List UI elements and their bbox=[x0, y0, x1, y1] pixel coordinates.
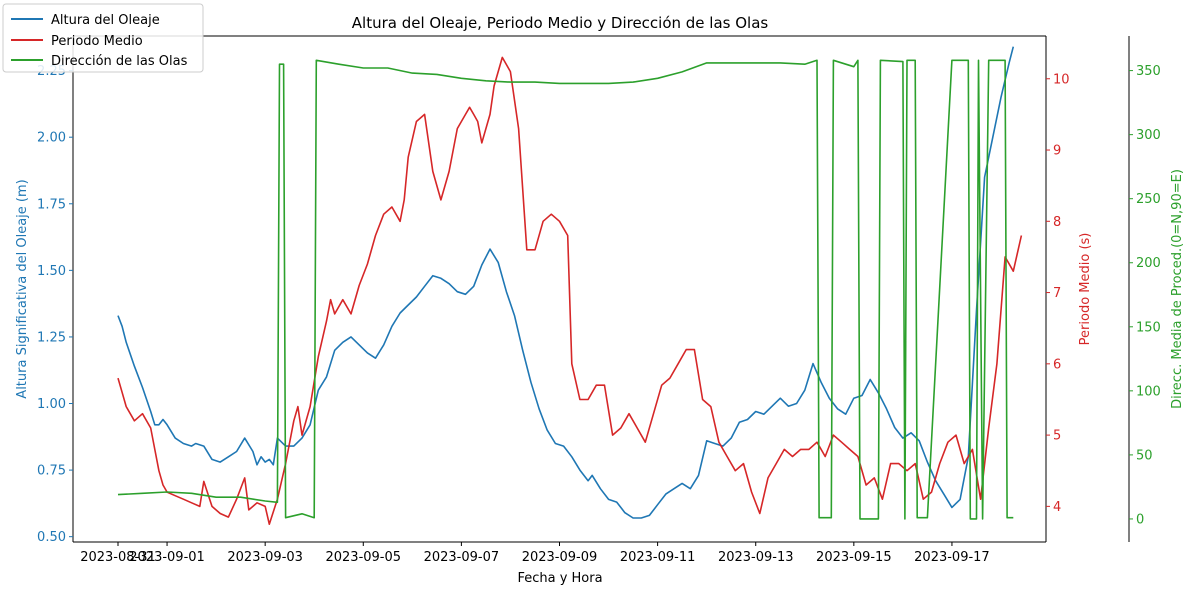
y-tick-label: 1.00 bbox=[37, 397, 66, 412]
x-tick-label: 2023-09-09 bbox=[522, 550, 598, 565]
y-tick-label: 10 bbox=[1053, 72, 1070, 87]
x-tick-label: 2023-09-03 bbox=[227, 550, 303, 565]
plot-lines bbox=[117, 46, 1023, 525]
x-axis-label: Fecha y Hora bbox=[517, 571, 602, 586]
legend-label-altura: Altura del Oleaje bbox=[51, 13, 160, 28]
y-tick-label: 9 bbox=[1053, 144, 1061, 159]
x-tick-label: 2023-09-17 bbox=[914, 550, 990, 565]
legend-label-periodo: Periodo Medio bbox=[51, 34, 143, 49]
y-tick-label: 2.00 bbox=[37, 131, 66, 146]
series-line-1 bbox=[117, 56, 1023, 525]
series-line-2 bbox=[117, 59, 1014, 520]
y-tick-label: 0 bbox=[1136, 512, 1144, 527]
y-tick-label: 1.75 bbox=[37, 197, 66, 212]
left-axis-label: Altura Significativa del Oleaje (m) bbox=[15, 179, 30, 398]
legend: Altura del Oleaje Periodo Medio Direcció… bbox=[2, 3, 204, 73]
right-axis-label: Periodo Medio (s) bbox=[1078, 233, 1093, 346]
y-tick-label: 50 bbox=[1136, 448, 1153, 463]
x-tick-label: 2023-08-31 bbox=[80, 550, 156, 565]
chart-title: Altura del Oleaje, Periodo Medio y Direc… bbox=[352, 14, 769, 32]
x-tick-label: 2023-09-05 bbox=[325, 550, 401, 565]
x-tick-label: 2023-09-07 bbox=[424, 550, 500, 565]
x-tick-label: 2023-09-13 bbox=[718, 550, 794, 565]
legend-label-direccion: Dirección de las Olas bbox=[51, 54, 188, 69]
x-tick-label: 2023-09-15 bbox=[816, 550, 892, 565]
y-tick-label: 8 bbox=[1053, 215, 1061, 230]
y-tick-label: 250 bbox=[1136, 192, 1161, 207]
y-tick-label: 6 bbox=[1053, 357, 1061, 372]
x-tick-label: 2023-09-01 bbox=[129, 550, 205, 565]
legend-box bbox=[2, 3, 204, 73]
outer-right-axis-ticks: 0 50 100 150 200 250 300 350 bbox=[1129, 64, 1161, 527]
y-tick-label: 1.50 bbox=[37, 264, 66, 279]
y-tick-label: 300 bbox=[1136, 128, 1161, 143]
y-tick-label: 350 bbox=[1136, 64, 1161, 79]
right-axis-ticks: 4 5 6 7 8 9 10 bbox=[1046, 72, 1070, 515]
y-tick-label: 0.50 bbox=[37, 530, 66, 545]
y-tick-label: 5 bbox=[1053, 429, 1061, 444]
y-tick-label: 0.75 bbox=[37, 464, 66, 479]
x-tick-label: 2023-09-11 bbox=[620, 550, 696, 565]
y-tick-label: 200 bbox=[1136, 256, 1161, 271]
left-axis-ticks: 0.500.751.001.251.501.752.002.25 bbox=[37, 64, 73, 545]
y-tick-label: 100 bbox=[1136, 384, 1161, 399]
y-tick-label: 4 bbox=[1053, 500, 1061, 515]
y-tick-label: 150 bbox=[1136, 320, 1161, 335]
y-tick-label: 1.25 bbox=[37, 330, 66, 345]
y-tick-label: 7 bbox=[1053, 286, 1061, 301]
outer-right-axis-label: Direcc. Media de Proced.(0=N,90=E) bbox=[1170, 169, 1185, 409]
series-line-0 bbox=[117, 46, 1015, 519]
